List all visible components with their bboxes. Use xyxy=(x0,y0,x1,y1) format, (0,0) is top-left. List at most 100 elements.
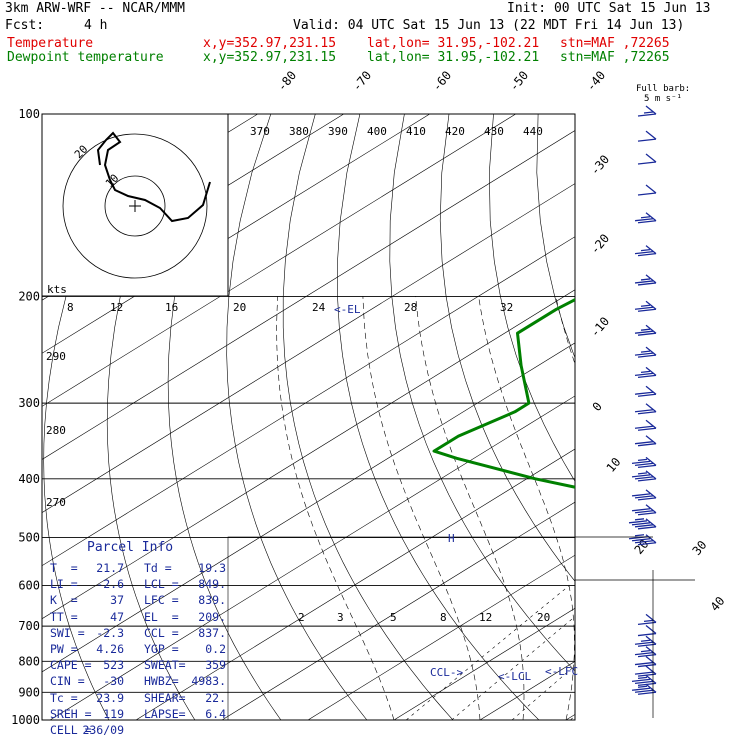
parcel-lab2: HWBZ= xyxy=(144,674,179,689)
isotherm xyxy=(135,448,575,720)
pressure-label-300: 300 xyxy=(18,396,40,410)
wind-barb xyxy=(631,674,657,686)
wind-barb xyxy=(634,385,657,397)
parcel-lab2: LFC = xyxy=(144,593,179,608)
moist-adiabat xyxy=(362,296,481,720)
legend-temp-xy: x,y=352.97,231.15 xyxy=(203,36,337,51)
dry-adiabat xyxy=(282,114,454,720)
dry-adiabat xyxy=(43,114,138,720)
hodo-speed-label: 20 xyxy=(233,301,246,314)
parcel-lab2: SHEAR= xyxy=(144,690,186,705)
moist-adiabat xyxy=(555,296,575,365)
theta-label: 400 xyxy=(367,125,387,138)
wind-barb xyxy=(634,646,657,658)
parcel-lab1: PW = xyxy=(50,642,78,656)
parcel-val2: 22. xyxy=(205,690,226,705)
isotherm xyxy=(42,289,575,620)
parcel-lab2: YGP = xyxy=(144,642,179,656)
parcel-lab2: LCL = xyxy=(144,577,179,592)
parcel-val2: 19.3 xyxy=(198,561,226,575)
moist-adiabat xyxy=(652,296,707,720)
theta-label: 420 xyxy=(445,125,465,138)
barb-key-line2: 5 m s⁻¹ xyxy=(644,94,682,104)
isotherm-label: -50 xyxy=(507,68,532,94)
isotherm-label: -40 xyxy=(584,68,609,94)
isotherm-label: -20 xyxy=(588,231,613,257)
pressure-label-700: 700 xyxy=(18,619,40,633)
theta-label: 380 xyxy=(289,125,309,138)
parcel-lab1: T = xyxy=(50,561,78,575)
theta-label: 390 xyxy=(328,125,348,138)
parcel-info-title: Parcel Info xyxy=(87,540,174,555)
parcel-val2: 209. xyxy=(198,609,226,624)
dry-adiabat xyxy=(439,114,575,582)
dry-adiabat xyxy=(672,114,740,720)
legend-dewpoint: Dewpoint temperature xyxy=(7,50,164,65)
isotherm xyxy=(393,607,575,720)
parcel-lab2: LAPSE= xyxy=(144,706,186,721)
pressure-label-500: 500 xyxy=(18,531,40,545)
isotherm xyxy=(42,342,575,673)
parcel-lab1: LI = xyxy=(50,577,78,592)
legend-dew-stn: stn=MAF ,72265 xyxy=(560,50,670,65)
parcel-lab2: SWEAT= xyxy=(144,658,186,673)
lfc-marker: <-LFC xyxy=(545,665,578,678)
wind-barb xyxy=(634,419,657,431)
hodo-ring-20 xyxy=(62,133,208,279)
parcel-lab1: TT = xyxy=(50,609,78,624)
isotherm-label: -30 xyxy=(588,152,613,178)
isotherm xyxy=(479,661,575,720)
parcel-val1: 23.9 xyxy=(96,690,124,705)
wind-barb xyxy=(631,470,657,482)
wind-barb xyxy=(637,184,657,196)
isotherm xyxy=(307,554,575,720)
mixing-ratio-line xyxy=(451,616,575,720)
parcel-val2: 0.2 xyxy=(205,642,226,656)
hodograph-trace xyxy=(96,131,211,223)
wind-barb xyxy=(634,212,657,224)
isotherm-label: -70 xyxy=(350,68,375,94)
wind-barb xyxy=(637,130,657,142)
wind-barb xyxy=(634,274,657,286)
isotherm xyxy=(42,183,575,513)
dry-adiabat xyxy=(583,114,740,720)
dry-adiabat xyxy=(337,114,540,720)
theta-e-label: 270 xyxy=(46,496,66,509)
wind-barb xyxy=(628,518,657,530)
dry-adiabat xyxy=(488,114,575,482)
parcel-info-panel: Parcel Info T = 21.7 Td = 19.3 LI = -2.6 LCL =… xyxy=(42,537,228,737)
parcel-lab1: Tc = xyxy=(50,690,78,705)
legend-temperature: Temperature xyxy=(7,36,94,51)
dry-adiabat xyxy=(106,114,196,720)
parcel-lab1: CELL = xyxy=(50,723,92,737)
isotherm xyxy=(42,114,516,407)
parcel-val1: 119 xyxy=(103,706,124,721)
isotherm xyxy=(42,236,575,567)
legend-dew-xy: x,y=352.97,231.15 xyxy=(203,50,337,65)
barb-key-line1: Full barb: xyxy=(636,84,691,94)
isotherm-label: 30 xyxy=(690,538,710,558)
parcel-lab1: CIN = xyxy=(50,674,85,689)
wind-barb xyxy=(631,456,657,468)
hodo-speed-label: 16 xyxy=(165,301,178,314)
isotherm-label: -10 xyxy=(588,314,613,340)
wind-barb xyxy=(634,435,657,447)
wind-barb xyxy=(628,534,657,546)
moist-adiabat xyxy=(276,296,395,720)
parcel-lab2: EL = xyxy=(144,609,179,624)
hodo-ring-10 xyxy=(104,175,166,237)
pressure-label-900: 900 xyxy=(18,685,40,699)
parcel-val2: 839. xyxy=(198,593,226,608)
isotherm xyxy=(42,114,430,354)
mixing-ratio-label: 8 xyxy=(440,611,447,624)
dry-adiabat xyxy=(389,114,575,672)
theta-label: 410 xyxy=(406,125,426,138)
wind-barb xyxy=(634,324,657,336)
el-marker: <-EL xyxy=(334,303,361,316)
wind-barb xyxy=(631,504,657,516)
hodo-speed-label: 8 xyxy=(67,301,74,314)
hodo-speed-label: 24 xyxy=(312,301,326,314)
model-title: 3km ARW-WRF -- NCAR/MMM xyxy=(5,1,186,16)
wind-barb xyxy=(634,635,657,647)
